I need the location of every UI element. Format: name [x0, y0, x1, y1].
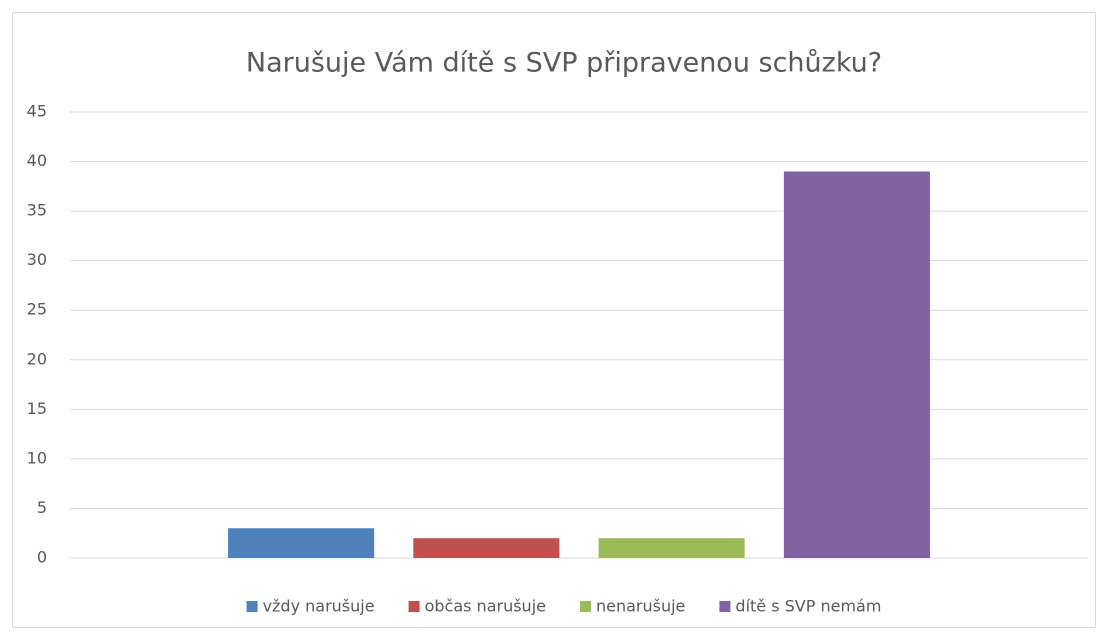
- bar: [783, 171, 930, 558]
- legend-swatch: [579, 601, 591, 612]
- y-tick-label: 30: [27, 250, 47, 269]
- y-tick-label: 20: [27, 349, 47, 368]
- y-tick-label: 25: [27, 300, 47, 319]
- legend-label: nenarušuje: [596, 597, 685, 616]
- y-tick-label: 10: [27, 448, 47, 467]
- legend-swatch: [408, 601, 420, 612]
- legend-label: vždy narušuje: [263, 597, 375, 616]
- y-tick-label: 40: [27, 151, 47, 170]
- bar: [228, 528, 375, 558]
- legend-label: dítě s SVP nemám: [735, 597, 881, 616]
- legend-label: občas narušuje: [425, 597, 546, 616]
- y-tick-label: 15: [27, 399, 47, 418]
- y-tick-label: 35: [27, 201, 47, 220]
- chart-title: Narušuje Vám dítě s SVP připravenou schů…: [246, 48, 882, 79]
- y-tick-label: 45: [27, 102, 47, 121]
- legend-swatch: [719, 601, 731, 612]
- y-tick-label: 5: [37, 498, 47, 517]
- legend-swatch: [246, 601, 258, 612]
- chart-border: [12, 12, 1096, 628]
- y-tick-label: 0: [37, 548, 47, 567]
- bar: [413, 538, 560, 558]
- bar: [598, 538, 745, 558]
